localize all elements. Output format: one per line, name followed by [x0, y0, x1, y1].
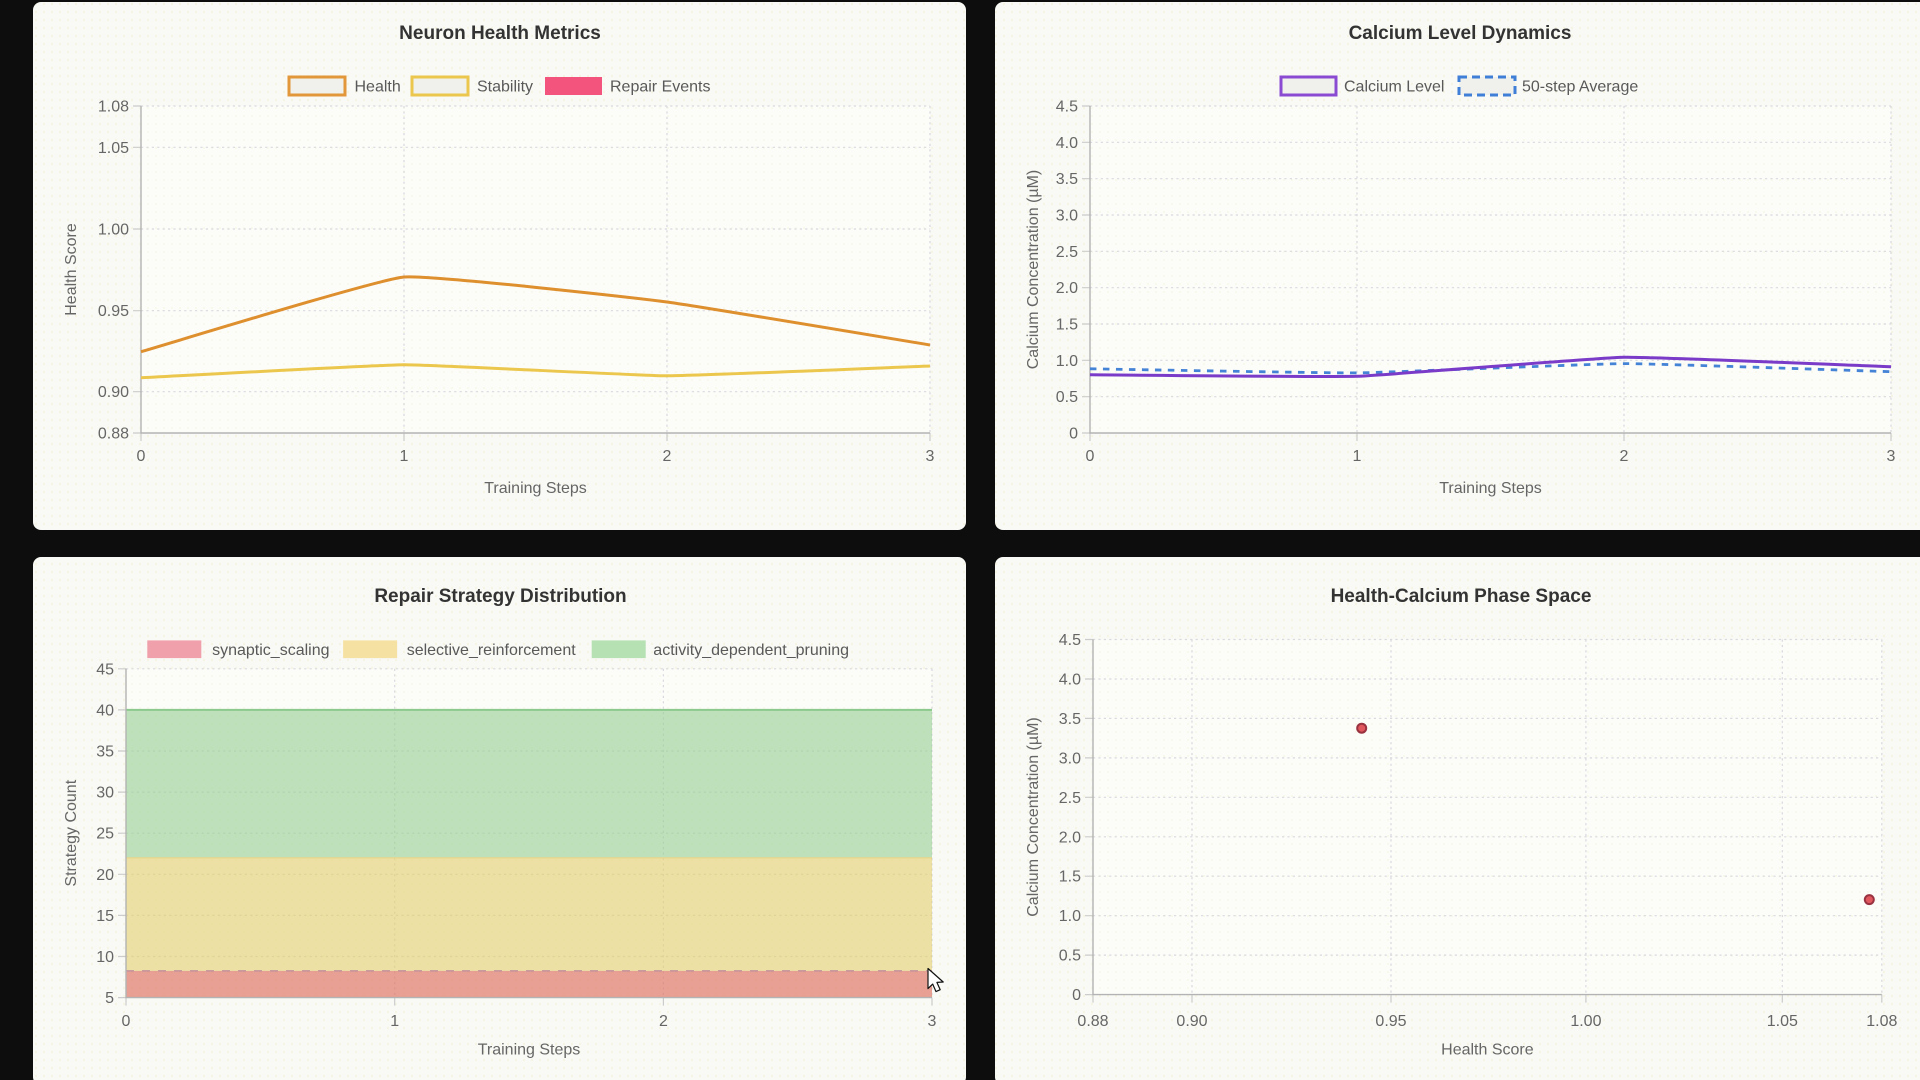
svg-text:0.88: 0.88	[98, 426, 129, 443]
svg-text:synaptic_scaling: synaptic_scaling	[212, 642, 329, 659]
svg-text:Health-Calcium Phase Space: Health-Calcium Phase Space	[1331, 586, 1592, 607]
svg-text:0: 0	[1069, 426, 1078, 443]
svg-text:1.5: 1.5	[1059, 869, 1081, 886]
svg-text:3: 3	[928, 1013, 937, 1030]
svg-text:2: 2	[663, 448, 672, 465]
svg-text:1.05: 1.05	[1767, 1013, 1798, 1030]
svg-text:2.0: 2.0	[1059, 829, 1081, 846]
svg-text:0: 0	[137, 448, 146, 465]
svg-text:Neuron Health Metrics: Neuron Health Metrics	[399, 23, 601, 44]
svg-text:0.5: 0.5	[1059, 948, 1081, 965]
svg-text:1.0: 1.0	[1056, 353, 1078, 370]
svg-text:Calcium Level Dynamics: Calcium Level Dynamics	[1349, 23, 1572, 44]
svg-text:1.08: 1.08	[1866, 1013, 1897, 1030]
svg-text:Stability: Stability	[477, 79, 533, 96]
svg-text:3: 3	[1887, 448, 1896, 465]
svg-text:2: 2	[1620, 448, 1629, 465]
svg-text:1.08: 1.08	[98, 99, 129, 116]
svg-text:20: 20	[96, 867, 114, 884]
svg-text:3.0: 3.0	[1059, 750, 1081, 767]
svg-text:1: 1	[1353, 448, 1362, 465]
svg-text:30: 30	[96, 785, 114, 802]
svg-text:selective_reinforcement: selective_reinforcement	[407, 642, 577, 659]
svg-text:2.0: 2.0	[1056, 280, 1078, 297]
svg-text:1.00: 1.00	[1570, 1013, 1601, 1030]
svg-text:40: 40	[96, 702, 114, 719]
svg-text:2.5: 2.5	[1056, 244, 1078, 261]
svg-text:4.5: 4.5	[1056, 99, 1078, 116]
svg-text:1.0: 1.0	[1059, 908, 1081, 925]
svg-text:0: 0	[1086, 448, 1095, 465]
svg-text:Calcium Level: Calcium Level	[1344, 79, 1444, 96]
svg-text:45: 45	[96, 661, 114, 678]
svg-text:3: 3	[926, 448, 935, 465]
svg-text:Calcium Concentration (µM): Calcium Concentration (µM)	[1025, 717, 1042, 917]
svg-text:Health Score: Health Score	[63, 223, 80, 316]
svg-text:activity_dependent_pruning: activity_dependent_pruning	[653, 642, 849, 659]
svg-text:0.90: 0.90	[1176, 1013, 1207, 1030]
svg-text:Strategy Count: Strategy Count	[63, 779, 80, 886]
svg-text:3.0: 3.0	[1056, 208, 1078, 225]
svg-text:15: 15	[96, 908, 114, 925]
svg-text:0.88: 0.88	[1077, 1013, 1108, 1030]
svg-text:0: 0	[1072, 987, 1081, 1004]
svg-text:25: 25	[96, 826, 114, 843]
svg-text:Repair Strategy Distribution: Repair Strategy Distribution	[374, 586, 626, 607]
svg-text:Training Steps: Training Steps	[484, 480, 587, 497]
svg-text:5: 5	[105, 990, 114, 1007]
svg-text:Repair Events: Repair Events	[610, 79, 711, 96]
svg-text:10: 10	[96, 949, 114, 966]
svg-text:3.5: 3.5	[1059, 711, 1081, 728]
svg-text:1.00: 1.00	[98, 222, 129, 239]
svg-text:2.5: 2.5	[1059, 790, 1081, 807]
svg-text:0.95: 0.95	[98, 303, 129, 320]
svg-text:35: 35	[96, 744, 114, 761]
svg-text:1.5: 1.5	[1056, 317, 1078, 334]
svg-text:Training Steps: Training Steps	[1439, 480, 1542, 497]
svg-text:50-step Average: 50-step Average	[1522, 79, 1638, 96]
svg-text:1: 1	[390, 1013, 399, 1030]
svg-text:4.0: 4.0	[1056, 135, 1078, 152]
svg-text:4.0: 4.0	[1059, 672, 1081, 689]
svg-text:Health: Health	[355, 79, 401, 96]
svg-text:0: 0	[122, 1013, 131, 1030]
svg-text:0.95: 0.95	[1375, 1013, 1406, 1030]
svg-text:0.90: 0.90	[98, 384, 129, 401]
svg-text:2: 2	[659, 1013, 668, 1030]
svg-text:4.5: 4.5	[1059, 632, 1081, 649]
svg-text:3.5: 3.5	[1056, 171, 1078, 188]
svg-text:1.05: 1.05	[98, 140, 129, 157]
svg-text:Calcium Concentration (µM): Calcium Concentration (µM)	[1025, 170, 1042, 370]
svg-text:1: 1	[400, 448, 409, 465]
svg-text:Health Score: Health Score	[1441, 1042, 1534, 1059]
svg-text:0.5: 0.5	[1056, 389, 1078, 406]
svg-text:Training Steps: Training Steps	[478, 1042, 581, 1059]
